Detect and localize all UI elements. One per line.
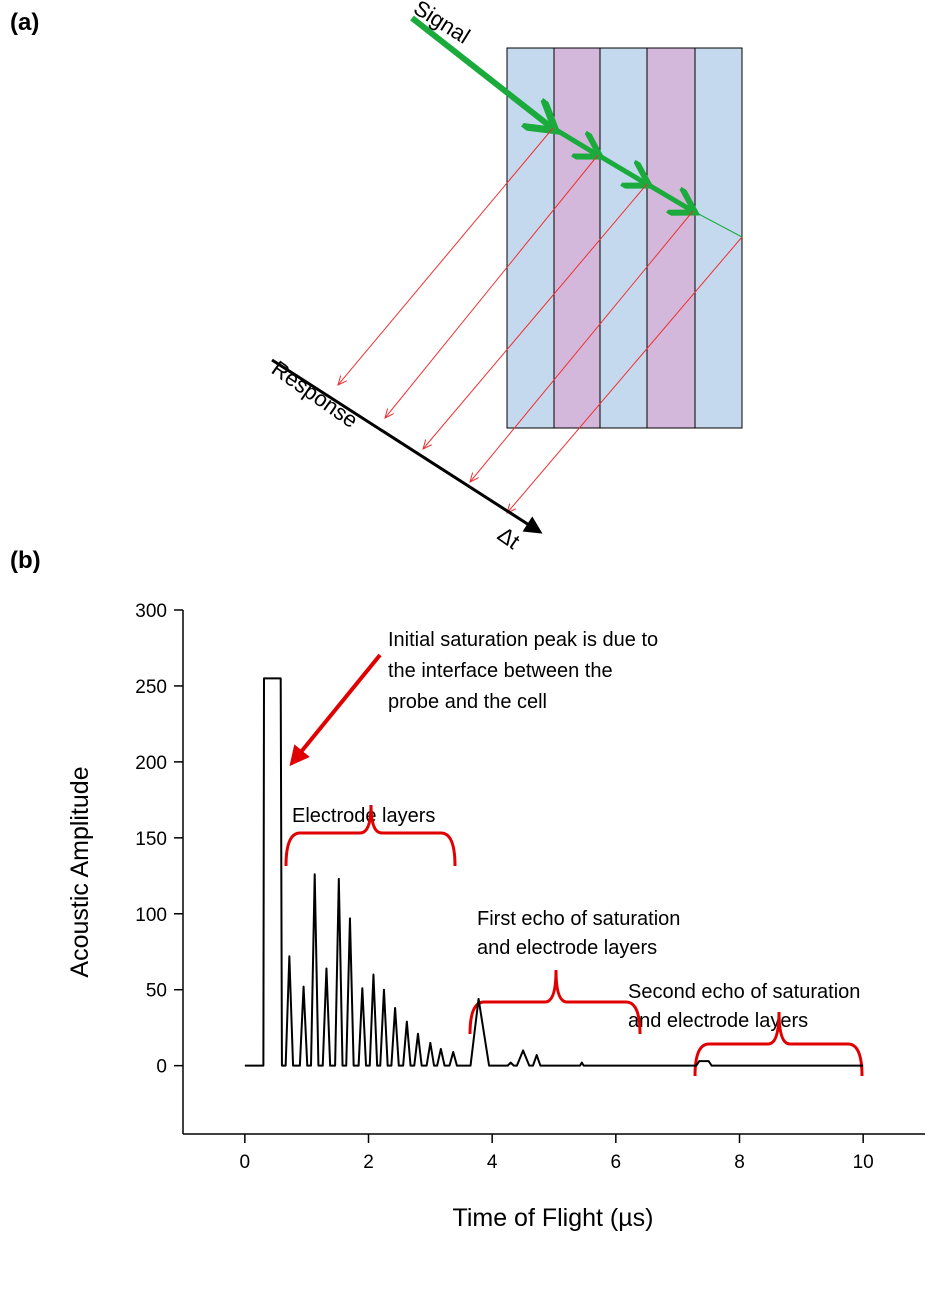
y-tick-label: 300	[135, 601, 167, 622]
x-tick-label: 0	[240, 1152, 251, 1173]
reflection	[507, 236, 743, 513]
brace	[284, 804, 457, 867]
annotation: Second echo of saturation	[628, 981, 860, 1003]
delta-t-label: Δt	[493, 522, 524, 554]
signal-path	[410, 15, 743, 238]
signal-arrow	[692, 210, 743, 238]
layer	[694, 47, 743, 429]
response-label: Response	[267, 356, 362, 433]
signal-arrow	[551, 125, 596, 154]
x-tick-label: 6	[611, 1152, 622, 1173]
annotation: and electrode layers	[477, 937, 657, 959]
layer	[599, 47, 648, 429]
y-axis-title: Acoustic Amplitude	[66, 766, 94, 977]
annotation: probe and the cell	[388, 691, 547, 713]
reflection	[385, 154, 599, 418]
annotation: First echo of saturation	[477, 908, 680, 930]
x-tick-label: 10	[853, 1152, 874, 1173]
x-tick-label: 4	[487, 1152, 498, 1173]
reflection	[470, 210, 694, 482]
x-tick-label: 8	[734, 1152, 745, 1173]
y-tick-label: 0	[156, 1057, 167, 1078]
reflection	[338, 127, 554, 385]
layers	[506, 47, 743, 429]
y-tick-label: 100	[135, 905, 167, 926]
y-tick-label: 250	[135, 677, 167, 698]
reflections	[338, 127, 743, 513]
annotation: the interface between the	[388, 660, 613, 682]
annotation-arrow	[289, 653, 382, 767]
response-axis	[271, 358, 543, 534]
signal-arrow	[645, 181, 691, 210]
brace	[693, 1011, 864, 1077]
series-line	[244, 677, 864, 1067]
x-axis-title: Time of Flight (µs)	[452, 1204, 653, 1232]
x-tick-label: 2	[363, 1152, 374, 1173]
annotation: and electrode layers	[628, 1010, 808, 1032]
y-tick-label: 50	[146, 981, 167, 1002]
y-tick-label: 150	[135, 829, 167, 850]
layer	[553, 47, 601, 429]
y-tick-label: 200	[135, 753, 167, 774]
reflection	[423, 183, 648, 449]
signal-arrow	[410, 15, 551, 127]
annotation: Initial saturation peak is due to	[388, 629, 658, 651]
signal-arrow	[596, 152, 645, 183]
annotation: Electrode layers	[292, 805, 435, 827]
brace	[468, 969, 642, 1035]
panel-label: (b)	[10, 547, 41, 574]
panel-label: (a)	[10, 9, 39, 36]
